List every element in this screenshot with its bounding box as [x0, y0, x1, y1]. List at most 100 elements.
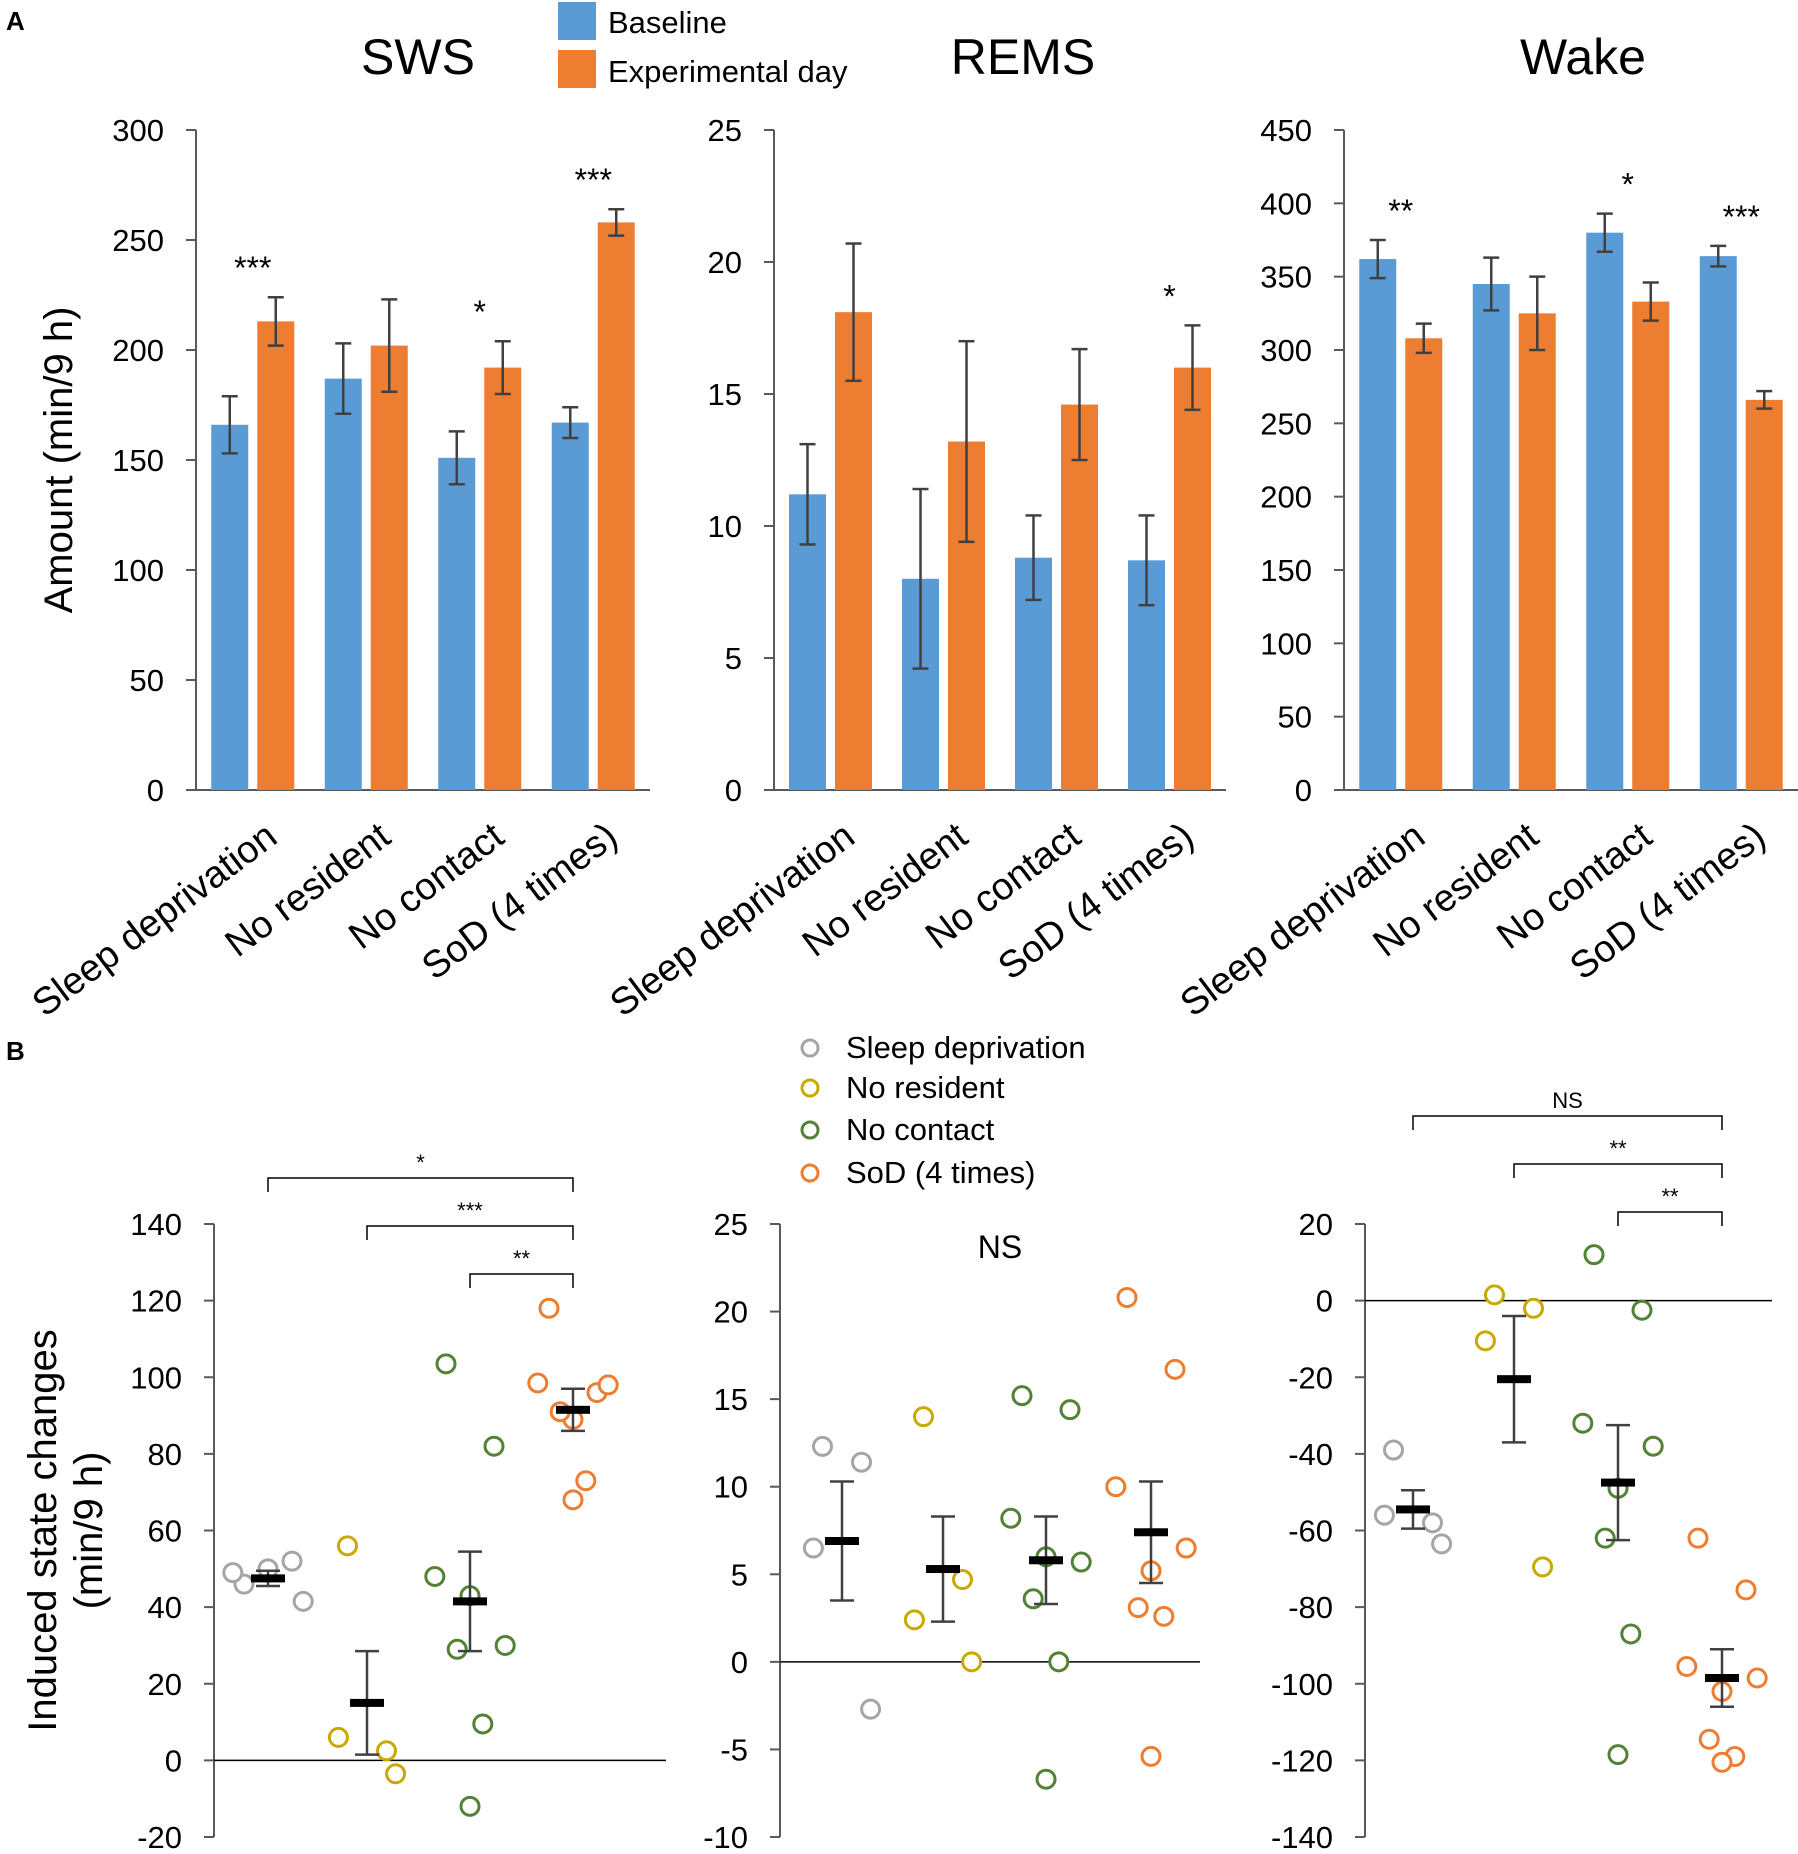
point-sod-4-times: [597, 1374, 619, 1396]
point-sod-4-times: [1746, 1667, 1768, 1689]
legend-swatch-baseline: [558, 2, 596, 40]
legend-marker-no-resident: [800, 1078, 820, 1098]
y-tick-label: 450: [1260, 113, 1312, 148]
bar-experimental-day-sod-4-times: [1174, 367, 1211, 790]
y-tick-label: 50: [1278, 700, 1312, 735]
mean-sod-4-times: [1134, 1528, 1168, 1537]
y-tick-label: 60: [148, 1514, 182, 1549]
point-sleep-deprivation: [222, 1562, 244, 1584]
point-no-resident: [337, 1535, 358, 1557]
y-tick-label: 5: [725, 641, 742, 676]
point-sleep-deprivation: [1373, 1504, 1395, 1526]
y-tick-label: 150: [112, 443, 164, 478]
point-no-contact: [446, 1638, 468, 1660]
bar-baseline-sleep-deprivation: [1359, 259, 1397, 791]
x-tick-label: SoD (4 times): [991, 815, 1202, 988]
point-no-resident: [913, 1406, 934, 1428]
point-no-contact: [1631, 1299, 1653, 1321]
y-tick-label: 25: [714, 1207, 748, 1242]
point-sod-4-times: [575, 1470, 597, 1492]
y-tick-label: -60: [1288, 1514, 1333, 1549]
x-tick-label: SoD (4 times): [414, 815, 625, 988]
point-sod-4-times: [1676, 1656, 1698, 1678]
point-sod-4-times: [527, 1372, 549, 1394]
point-sleep-deprivation: [1383, 1439, 1404, 1461]
point-no-contact: [1642, 1435, 1664, 1457]
y-tick-label: 10: [714, 1470, 748, 1505]
comparison-bracket: [267, 1177, 574, 1192]
y-axis-label: Amount (min/9 h): [37, 307, 81, 614]
point-sod-4-times: [1127, 1597, 1149, 1619]
point-no-resident: [1484, 1284, 1505, 1306]
comparison-label: *: [416, 1150, 425, 1175]
mean-no-resident: [926, 1565, 960, 1574]
point-no-contact: [483, 1435, 505, 1457]
legend-label-no-contact: No contact: [846, 1112, 995, 1147]
y-axis-label: Induced state changes(min/9 h): [21, 1329, 111, 1732]
y-tick-label: -140: [1271, 1820, 1333, 1854]
point-no-resident: [1532, 1556, 1554, 1578]
bar-experimental-day-no-resident: [1518, 313, 1556, 790]
bar-baseline-sod-4-times: [551, 422, 589, 790]
y-tick-label: 140: [130, 1207, 182, 1242]
legend-label-sleep-deprivation: Sleep deprivation: [846, 1030, 1086, 1065]
mean-sod-4-times: [556, 1405, 590, 1414]
point-no-contact: [459, 1795, 481, 1817]
y-tick-label: 250: [112, 223, 164, 258]
y-tick-label: -100: [1271, 1667, 1333, 1702]
mean-no-contact: [453, 1597, 487, 1606]
bar-baseline-no-contact: [438, 457, 476, 790]
point-no-resident: [327, 1726, 349, 1748]
y-tick-label: 200: [1260, 480, 1312, 515]
bar-baseline-no-contact: [1586, 232, 1624, 790]
y-tick-label: 0: [731, 1645, 748, 1680]
point-no-resident: [385, 1763, 407, 1785]
y-tick-label: -5: [720, 1732, 748, 1767]
y-tick-label: 20: [714, 1295, 748, 1330]
bar-experimental-day-sleep-deprivation: [1405, 338, 1443, 790]
point-sleep-deprivation: [1422, 1512, 1443, 1534]
legend-label-baseline: Baseline: [608, 5, 727, 40]
y-tick-label: 80: [148, 1437, 182, 1472]
y-tick-label: 150: [1260, 553, 1312, 588]
point-no-contact: [472, 1713, 494, 1735]
y-tick-label: 20: [708, 245, 742, 280]
point-no-contact: [1583, 1244, 1605, 1266]
significance-label: ***: [234, 250, 271, 286]
legend-label-sod: SoD (4 times): [846, 1155, 1035, 1190]
bar-baseline-sleep-deprivation: [211, 424, 249, 790]
point-no-contact: [424, 1565, 446, 1587]
point-no-contact: [1594, 1527, 1616, 1549]
y-tick-label: 0: [1295, 773, 1312, 808]
point-no-contact: [1048, 1651, 1070, 1673]
significance-label: **: [1388, 193, 1413, 229]
y-tick-label: 100: [130, 1360, 182, 1395]
y-tick-label: -40: [1288, 1437, 1333, 1472]
point-sod-4-times: [1175, 1537, 1197, 1559]
y-tick-label: 20: [148, 1667, 182, 1702]
legend-marker-sleep-deprivation: [800, 1038, 820, 1058]
point-sod-4-times: [1164, 1358, 1186, 1380]
point-sod-4-times: [1735, 1579, 1757, 1601]
bar-experimental-day-sod-4-times: [1745, 399, 1783, 790]
y-tick-label: 15: [714, 1382, 748, 1417]
bar-experimental-day-no-contact: [484, 367, 522, 790]
mean-no-contact: [1029, 1556, 1063, 1565]
y-tick-label: -10: [703, 1820, 748, 1854]
bar-experimental-day-sleep-deprivation: [835, 312, 872, 790]
significance-label: *: [474, 294, 486, 330]
point-sod-4-times: [1105, 1476, 1127, 1498]
point-no-contact: [1572, 1412, 1594, 1434]
bar-experimental-day-sleep-deprivation: [257, 321, 295, 790]
point-no-resident: [1523, 1297, 1544, 1319]
y-tick-label: 5: [731, 1557, 748, 1592]
mean-sleep-deprivation: [825, 1537, 859, 1546]
comparison-label: **: [1609, 1136, 1627, 1161]
y-tick-label: 50: [130, 663, 164, 698]
bar-experimental-day-no-resident: [370, 345, 408, 790]
point-sod-4-times: [1140, 1745, 1162, 1767]
point-no-contact: [1607, 1744, 1629, 1766]
y-axis-label-line: (min/9 h): [67, 1452, 111, 1610]
point-no-resident: [1474, 1330, 1496, 1352]
